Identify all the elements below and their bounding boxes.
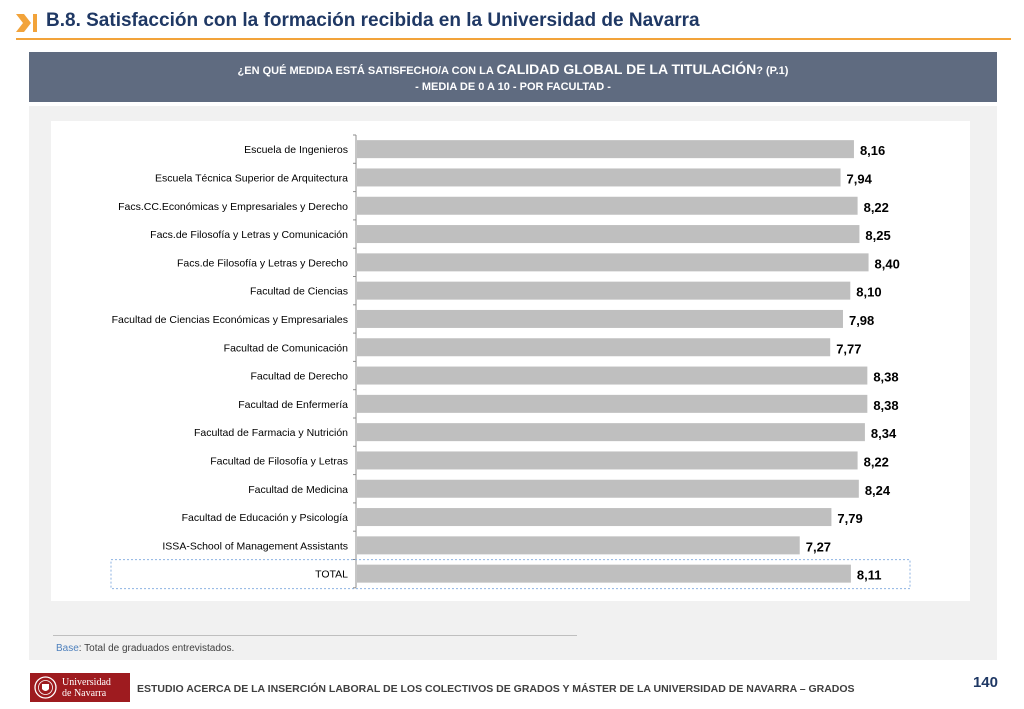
- title-divider: [16, 38, 1011, 40]
- question-prefix: ¿EN QUÉ MEDIDA ESTÁ SATISFECHO/A CON LA: [237, 65, 497, 77]
- bar-chart: Escuela de Ingenieros 8,16 Escuela Técnica…: [110, 134, 911, 590]
- value-label: 8,22: [864, 454, 889, 469]
- page-number: 140: [972, 674, 998, 691]
- category-label: Facs.de Filosofía y Letras y Derecho: [177, 257, 348, 269]
- value-label: 7,77: [836, 341, 861, 356]
- bar: [357, 479, 859, 498]
- value-label: 8,38: [873, 370, 898, 385]
- category-label: Facultad de Ciencias: [250, 286, 348, 298]
- category-label: Facultad de Filosofía y Letras: [210, 455, 348, 467]
- value-label: 8,40: [875, 256, 900, 271]
- page-title: B.8. Satisfacción con la formación recib…: [46, 10, 700, 31]
- category-label: Escuela Técnica Superior de Arquitectura: [155, 172, 348, 184]
- bar: [357, 536, 800, 555]
- bar: [357, 366, 868, 385]
- category-label: Facultad de Farmacia y Nutrición: [194, 427, 348, 439]
- category-label: Facultad de Ciencias Económicas y Empres…: [112, 314, 348, 326]
- bar: [357, 253, 869, 272]
- category-label: Facs.de Filosofía y Letras y Comunicació…: [150, 229, 348, 241]
- chevron-bar-icon: [16, 14, 37, 32]
- value-label: 8,10: [856, 285, 881, 300]
- base-label: Base: [56, 643, 79, 654]
- value-label: 8,24: [865, 483, 891, 498]
- value-label: 8,16: [860, 143, 885, 158]
- category-label: Facultad de Derecho: [251, 371, 349, 383]
- value-label: 7,27: [806, 539, 831, 554]
- category-label: Facultad de Educación y Psicología: [182, 512, 349, 524]
- value-label: 7,98: [849, 313, 874, 328]
- question-suffix: ? (P.1): [756, 65, 789, 77]
- category-label: Escuela de Ingenieros: [244, 144, 348, 156]
- university-seal-icon: [34, 676, 57, 699]
- footer-text: ESTUDIO ACERCA DE LA INSERCIÓN LABORAL D…: [137, 683, 855, 695]
- value-label: 7,94: [847, 171, 873, 186]
- logo-line1: Universidad: [62, 677, 111, 688]
- bar: [357, 508, 832, 527]
- bar: [357, 140, 854, 159]
- bar: [357, 281, 851, 300]
- question-highlight: CALIDAD GLOBAL DE LA TITULACIÓN: [496, 61, 757, 77]
- bar: [357, 225, 860, 244]
- category-label: ISSA-School of Management Assistants: [162, 540, 348, 552]
- logo-line2: de Navarra: [62, 688, 107, 699]
- category-label: Facultad de Comunicación: [224, 342, 348, 354]
- bar: [357, 338, 831, 357]
- value-label: 7,79: [837, 511, 862, 526]
- base-note: Base: Total de graduados entrevistados.: [56, 643, 234, 654]
- bar: [357, 451, 858, 470]
- bar: [357, 309, 843, 328]
- bar: [357, 196, 858, 215]
- question-subtitle: - MEDIA DE 0 A 10 - POR FACULTAD -: [415, 81, 611, 93]
- base-text: : Total de graduados entrevistados.: [78, 643, 235, 654]
- value-label: 8,34: [871, 426, 897, 441]
- value-label: 8,25: [865, 228, 890, 243]
- chart-area: Escuela de Ingenieros 8,16 Escuela Técnica…: [51, 121, 970, 601]
- value-label: 8,22: [864, 200, 889, 215]
- bar: [357, 564, 851, 583]
- category-label: Facultad de Enfermería: [238, 399, 348, 411]
- bar: [357, 168, 841, 187]
- university-logo: Universidad de Navarra: [30, 673, 130, 702]
- value-label: 8,38: [873, 398, 898, 413]
- category-label: Facs.CC.Económicas y Empresariales y Der…: [118, 201, 348, 213]
- value-label: 8,11: [857, 568, 882, 583]
- bar: [357, 394, 868, 413]
- question-banner: ¿EN QUÉ MEDIDA ESTÁ SATISFECHO/A CON LA …: [29, 52, 997, 102]
- base-divider: [53, 635, 577, 636]
- total-highlight-box: [110, 559, 911, 590]
- category-label: Facultad de Medicina: [248, 484, 348, 496]
- bar: [357, 423, 865, 442]
- question-text: ¿EN QUÉ MEDIDA ESTÁ SATISFECHO/A CON LA …: [29, 61, 997, 77]
- category-label: TOTAL: [315, 569, 348, 581]
